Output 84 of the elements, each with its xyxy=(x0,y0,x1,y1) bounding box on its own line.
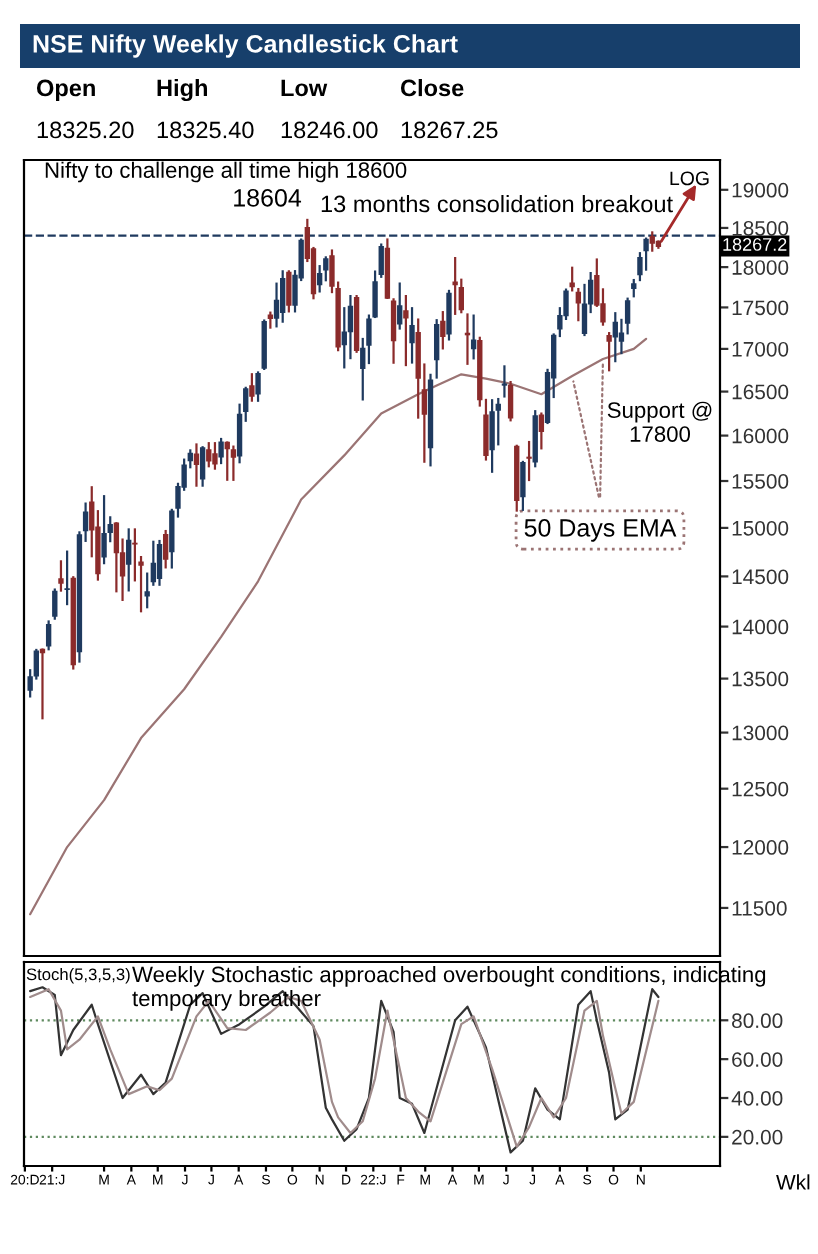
candlestick xyxy=(649,231,655,252)
candlestick xyxy=(452,256,458,315)
candlestick xyxy=(261,319,267,370)
text: Open xyxy=(36,79,95,102)
candlestick xyxy=(39,648,46,720)
text: 18267.2 xyxy=(723,238,787,251)
annotation: 13 months consolidation breakout xyxy=(321,195,673,213)
y-tick-label: 16000 xyxy=(732,428,789,444)
candlestick xyxy=(526,440,532,482)
candlestick xyxy=(446,289,452,341)
candlestick xyxy=(58,560,64,592)
y-tick-label: 14500 xyxy=(732,569,789,585)
candlestick xyxy=(199,446,206,487)
text: 50 Days EMA xyxy=(524,519,677,542)
candlestick xyxy=(101,495,107,565)
candlestick xyxy=(433,319,440,379)
candlestick xyxy=(470,314,477,360)
candlestick xyxy=(230,445,237,481)
candlestick xyxy=(212,442,218,470)
candlestick xyxy=(132,528,138,582)
candlestick xyxy=(347,295,354,360)
candlestick xyxy=(126,528,132,592)
annotation: Support @ 17800 xyxy=(607,401,712,442)
candlestick xyxy=(606,332,612,372)
y-tick-label: 11500 xyxy=(732,900,787,916)
candlestick xyxy=(193,443,200,487)
candlestick xyxy=(532,410,538,468)
annotation: Nifty to challenge all time high 18600 xyxy=(45,161,407,183)
y-tick-label: 20.00 xyxy=(732,1129,783,1145)
candlestick xyxy=(206,442,212,468)
y-tick-label: 80.00 xyxy=(732,1013,783,1029)
candlestick xyxy=(249,373,255,402)
candlestick xyxy=(162,529,169,569)
candlestick xyxy=(569,266,575,292)
candlestick xyxy=(280,270,286,323)
y-tick-label: 40.00 xyxy=(731,1091,783,1106)
text: 18325.20 xyxy=(37,121,134,139)
y-tick-label: 12000 xyxy=(732,840,789,855)
y-tick-label: 17000 xyxy=(732,341,789,357)
annotation: 18604 xyxy=(234,188,302,207)
y-tick-label: 13000 xyxy=(732,725,789,741)
candlestick xyxy=(409,307,415,364)
text: Low xyxy=(281,79,328,97)
candlestick xyxy=(224,441,230,481)
chart-title: NSE Nifty Weekly Candlestick Chart xyxy=(33,34,458,58)
y-tick-label: 15500 xyxy=(732,474,789,489)
y-tick-label: 13500 xyxy=(732,671,789,687)
text: 18246.00 xyxy=(281,121,378,139)
candlestick xyxy=(464,313,471,365)
candlestick xyxy=(45,620,52,651)
candlestick xyxy=(286,270,292,313)
annotation: LOG xyxy=(670,171,709,186)
y-tick-label: 12500 xyxy=(732,781,789,797)
candlestick xyxy=(440,311,446,350)
y-tick-label: 16500 xyxy=(732,384,789,400)
text: Wkl xyxy=(776,1174,810,1190)
candlestick xyxy=(218,437,224,465)
candlestick xyxy=(52,588,58,620)
text: 18267.25 xyxy=(401,121,498,139)
y-tick-label: 18000 xyxy=(732,260,789,275)
y-tick-label: 18500 xyxy=(732,220,789,236)
y-tick-label: 14000 xyxy=(732,619,789,635)
text: 18325.40 xyxy=(157,121,254,139)
candlestick xyxy=(520,460,526,511)
candlestick xyxy=(397,282,403,330)
candlestick xyxy=(612,312,618,363)
candlestick xyxy=(156,539,163,586)
annotation: Stoch(5,3,5,3) xyxy=(26,968,130,984)
y-tick-label: 19000 xyxy=(732,182,789,198)
text: Close xyxy=(400,79,464,97)
y-tick-label: 60.00 xyxy=(732,1052,783,1067)
candlestick xyxy=(378,243,384,278)
y-tick-label: 17500 xyxy=(732,300,789,316)
candlestick xyxy=(538,412,545,450)
text: High xyxy=(157,78,207,102)
candlestick xyxy=(113,522,120,593)
candlestick xyxy=(255,371,261,402)
candlestick xyxy=(575,287,582,322)
y-tick-label: 15000 xyxy=(732,520,789,536)
candlestick xyxy=(64,550,70,606)
candlestick xyxy=(489,399,495,473)
candlestick xyxy=(501,365,508,398)
candlestick xyxy=(403,295,409,367)
candlestick xyxy=(507,380,514,422)
